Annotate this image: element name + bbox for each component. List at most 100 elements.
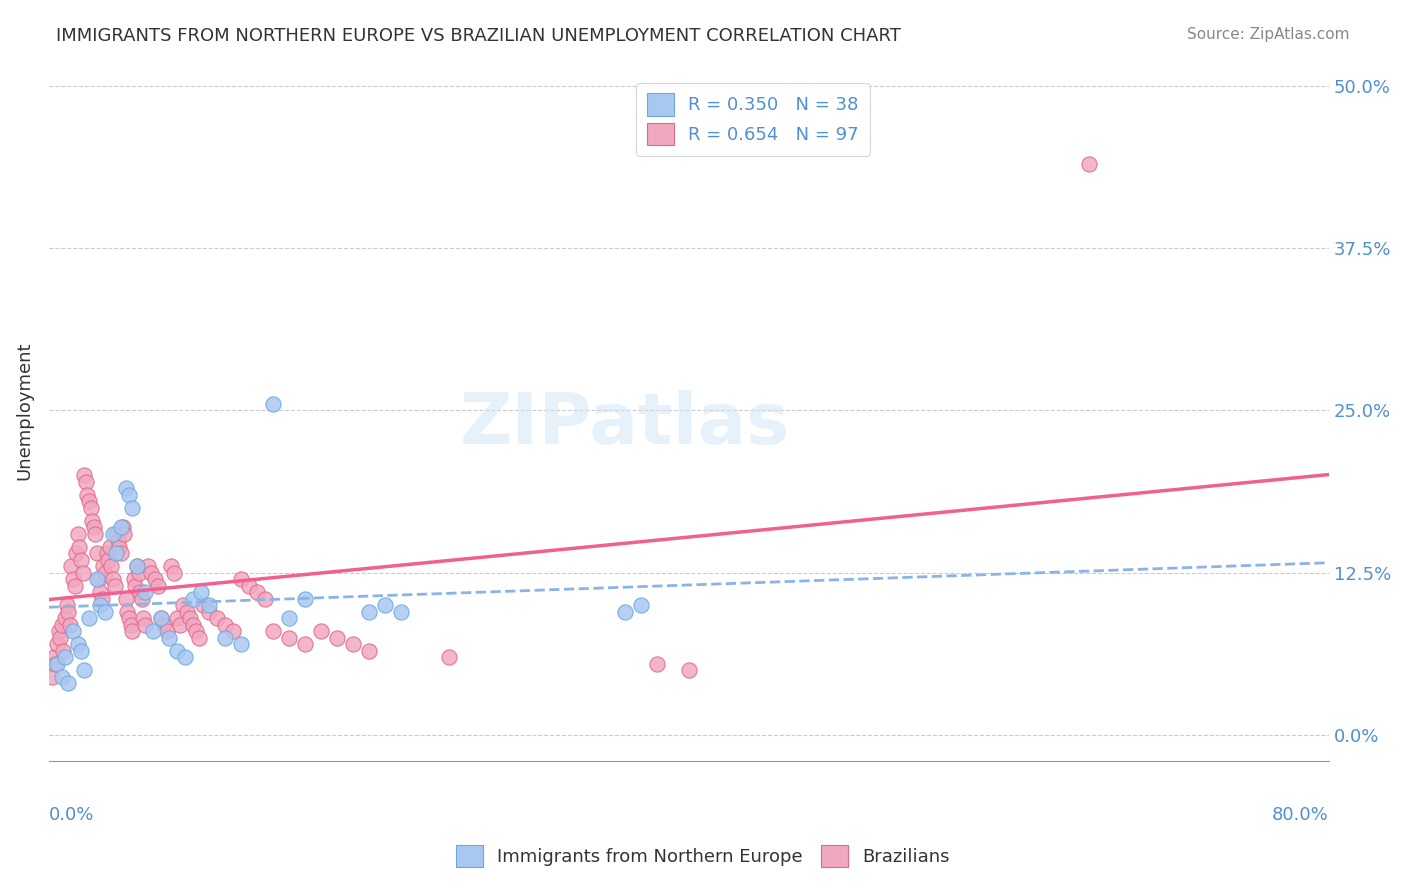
Point [84,526,107,541]
Text: ZIPatlas: ZIPatlas [460,390,790,458]
Point [86,572,108,586]
Point [101,572,124,586]
Point [79,500,101,515]
Point [120,617,142,632]
Point [149,611,172,625]
Point [229,572,252,586]
Point [163,566,186,580]
Point [214,631,236,645]
Point [198,605,221,619]
Point [52,643,75,657]
Legend: R = 0.350   N = 38, R = 0.654   N = 97: R = 0.350 N = 38, R = 0.654 N = 97 [636,83,870,155]
Point [121,500,143,515]
Point [186,624,208,638]
Y-axis label: Unemployment: Unemployment [15,341,32,480]
Point [44,657,66,671]
Point [128,566,150,580]
Point [262,624,284,638]
Point [46,657,69,671]
Point [89,585,111,599]
Point [76,488,98,502]
Point [134,617,156,632]
Point [125,559,148,574]
Point [374,598,396,612]
Point [112,526,135,541]
Point [141,566,163,580]
Text: 80.0%: 80.0% [1272,806,1329,824]
Point [1077,156,1099,170]
Point [214,617,236,632]
Point [176,605,198,619]
Point [63,579,86,593]
Point [59,617,82,632]
Point [98,540,121,554]
Point [110,546,132,560]
Point [169,617,191,632]
Point [67,540,90,554]
Point [143,572,166,586]
Point [83,520,105,534]
Point [357,605,380,619]
Point [198,598,221,612]
Point [114,591,136,606]
Point [188,631,211,645]
Point [253,591,276,606]
Point [65,546,87,560]
Point [46,637,69,651]
Point [73,663,96,677]
Point [75,475,97,489]
Point [73,468,96,483]
Point [238,579,260,593]
Point [159,559,181,574]
Point [70,643,93,657]
Point [56,605,79,619]
Point [62,572,84,586]
Point [122,572,145,586]
Point [121,624,143,638]
Point [49,631,72,645]
Point [103,579,125,593]
Point [149,611,172,625]
Point [66,637,89,651]
Point [100,559,122,574]
Point [278,611,301,625]
Point [157,631,180,645]
Point [90,591,112,606]
Point [645,657,668,671]
Point [229,637,252,651]
Point [125,559,148,574]
Point [55,598,77,612]
Point [129,585,152,599]
Text: 0.0%: 0.0% [49,806,94,824]
Point [66,526,89,541]
Point [294,637,316,651]
Point [166,643,188,657]
Point [153,617,176,632]
Point [613,605,636,619]
Point [117,605,139,619]
Point [132,611,155,625]
Point [146,579,169,593]
Point [51,669,73,683]
Point [77,494,100,508]
Text: Source: ZipAtlas.com: Source: ZipAtlas.com [1187,27,1350,42]
Point [56,676,79,690]
Point [174,650,197,665]
Point [48,624,70,638]
Point [96,546,118,560]
Point [87,572,110,586]
Point [678,663,700,677]
Text: IMMIGRANTS FROM NORTHERN EUROPE VS BRAZILIAN UNEMPLOYMENT CORRELATION CHART: IMMIGRANTS FROM NORTHERN EUROPE VS BRAZI… [56,27,901,45]
Point [389,605,412,619]
Point [118,488,141,502]
Point [142,624,165,638]
Point [181,591,204,606]
Point [118,611,141,625]
Point [222,624,245,638]
Point [97,552,120,566]
Point [101,526,124,541]
Point [94,605,117,619]
Point [42,650,65,665]
Point [342,637,364,651]
Point [294,591,316,606]
